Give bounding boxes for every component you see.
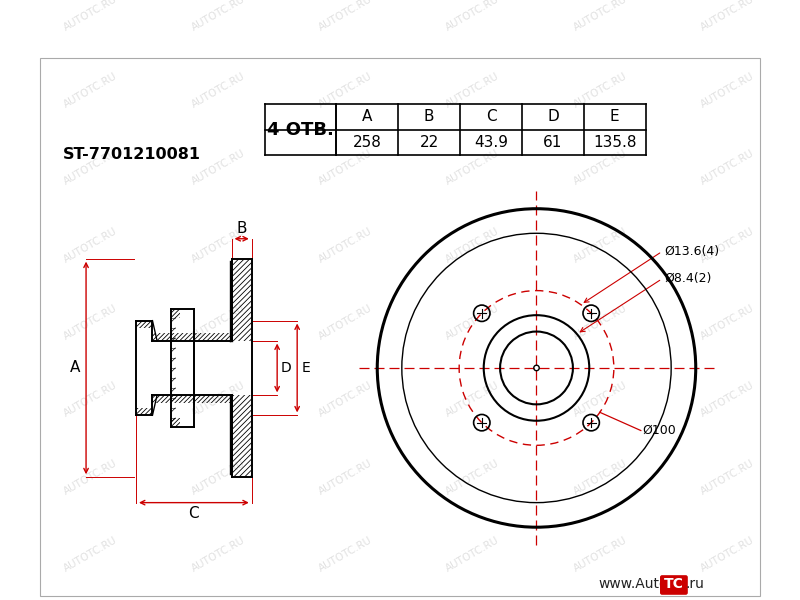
Text: AUTOTC.RU: AUTOTC.RU [62,458,119,497]
Text: www.Auto: www.Auto [598,577,668,591]
Text: AUTOTC.RU: AUTOTC.RU [444,458,502,497]
Text: AUTOTC.RU: AUTOTC.RU [444,380,502,419]
Text: AUTOTC.RU: AUTOTC.RU [444,0,502,32]
Text: AUTOTC.RU: AUTOTC.RU [699,0,756,32]
Text: AUTOTC.RU: AUTOTC.RU [699,458,756,497]
Text: Ø100: Ø100 [642,424,676,437]
Text: AUTOTC.RU: AUTOTC.RU [572,380,629,419]
Text: AUTOTC.RU: AUTOTC.RU [317,303,374,342]
Text: AUTOTC.RU: AUTOTC.RU [317,148,374,187]
Text: D: D [547,109,558,124]
Text: A: A [362,109,373,124]
Text: AUTOTC.RU: AUTOTC.RU [317,71,374,110]
Text: AUTOTC.RU: AUTOTC.RU [699,71,756,110]
Text: 61: 61 [543,135,562,150]
Text: B: B [424,109,434,124]
Text: Ø8.4(2): Ø8.4(2) [664,272,711,285]
Text: AUTOTC.RU: AUTOTC.RU [317,458,374,497]
Text: AUTOTC.RU: AUTOTC.RU [699,303,756,342]
Text: AUTOTC.RU: AUTOTC.RU [444,71,502,110]
Text: AUTOTC.RU: AUTOTC.RU [317,380,374,419]
Text: B: B [237,221,247,236]
Text: AUTOTC.RU: AUTOTC.RU [190,303,246,342]
Text: 4 ОТВ.: 4 ОТВ. [267,121,334,139]
Text: AUTOTC.RU: AUTOTC.RU [62,380,119,419]
Text: E: E [302,361,310,375]
Text: AUTOTC.RU: AUTOTC.RU [190,226,246,265]
Text: Ø13.6(4): Ø13.6(4) [664,245,719,258]
Text: AUTOTC.RU: AUTOTC.RU [190,148,246,187]
Text: ST-7701210081: ST-7701210081 [62,146,201,161]
Text: AUTOTC.RU: AUTOTC.RU [444,148,502,187]
Text: AUTOTC.RU: AUTOTC.RU [62,148,119,187]
Text: 43.9: 43.9 [474,135,508,150]
Text: AUTOTC.RU: AUTOTC.RU [572,535,629,574]
Text: AUTOTC.RU: AUTOTC.RU [190,71,246,110]
Text: 135.8: 135.8 [593,135,637,150]
Text: AUTOTC.RU: AUTOTC.RU [572,303,629,342]
Text: C: C [486,109,496,124]
Text: AUTOTC.RU: AUTOTC.RU [190,0,246,32]
Text: AUTOTC.RU: AUTOTC.RU [572,458,629,497]
Text: AUTOTC.RU: AUTOTC.RU [190,458,246,497]
Text: AUTOTC.RU: AUTOTC.RU [444,226,502,265]
Text: A: A [70,361,80,376]
Text: AUTOTC.RU: AUTOTC.RU [699,535,756,574]
Text: TC: TC [664,577,684,591]
Text: AUTOTC.RU: AUTOTC.RU [444,535,502,574]
Text: AUTOTC.RU: AUTOTC.RU [572,226,629,265]
Text: AUTOTC.RU: AUTOTC.RU [699,148,756,187]
Text: AUTOTC.RU: AUTOTC.RU [62,226,119,265]
Text: AUTOTC.RU: AUTOTC.RU [62,303,119,342]
Text: 22: 22 [419,135,438,150]
Text: .ru: .ru [686,577,705,591]
Text: E: E [610,109,619,124]
Text: AUTOTC.RU: AUTOTC.RU [572,148,629,187]
Text: AUTOTC.RU: AUTOTC.RU [572,0,629,32]
Text: AUTOTC.RU: AUTOTC.RU [317,0,374,32]
Text: AUTOTC.RU: AUTOTC.RU [317,535,374,574]
Text: AUTOTC.RU: AUTOTC.RU [62,0,119,32]
Text: 258: 258 [353,135,382,150]
Text: AUTOTC.RU: AUTOTC.RU [317,226,374,265]
Text: AUTOTC.RU: AUTOTC.RU [444,303,502,342]
Text: C: C [189,506,199,521]
Text: D: D [281,361,292,375]
Text: AUTOTC.RU: AUTOTC.RU [62,535,119,574]
Text: AUTOTC.RU: AUTOTC.RU [572,71,629,110]
FancyBboxPatch shape [661,576,687,594]
Text: AUTOTC.RU: AUTOTC.RU [190,380,246,419]
Text: AUTOTC.RU: AUTOTC.RU [699,380,756,419]
Text: AUTOTC.RU: AUTOTC.RU [62,71,119,110]
Text: AUTOTC.RU: AUTOTC.RU [699,226,756,265]
Text: AUTOTC.RU: AUTOTC.RU [190,535,246,574]
